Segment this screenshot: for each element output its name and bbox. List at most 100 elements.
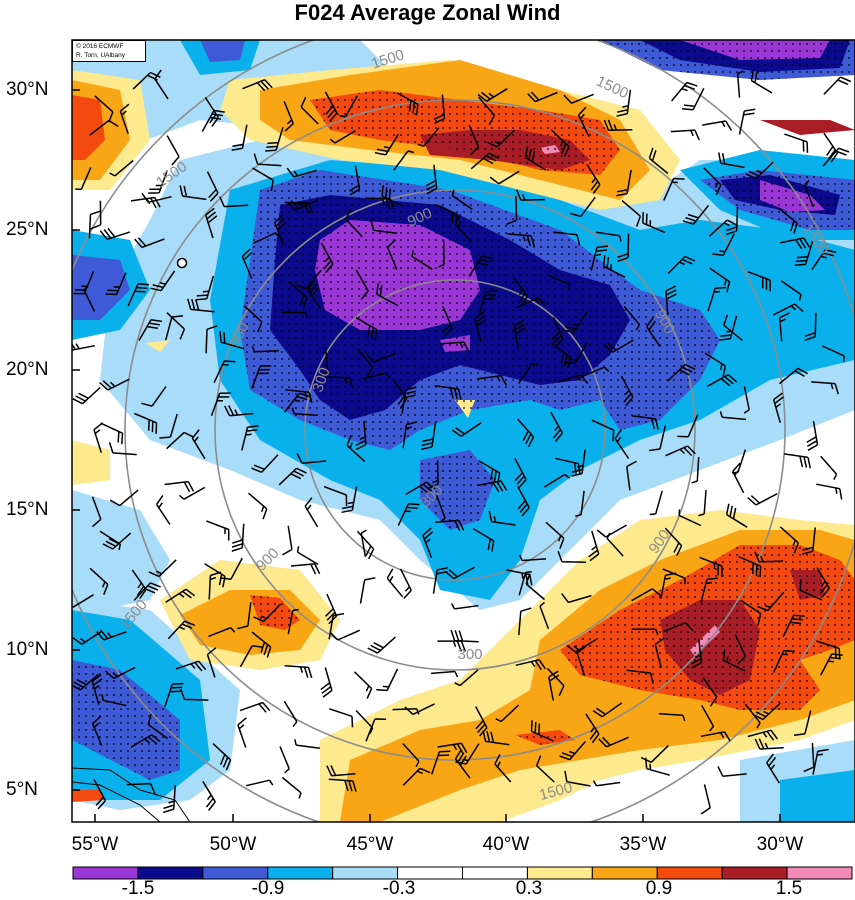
wind-barb [374,133,399,156]
wind-barb [616,89,632,117]
wind-barb [513,319,526,350]
wind-barb [166,431,195,450]
wind-barb [740,599,762,625]
wind-barb [141,192,172,204]
wind-barb [399,568,412,600]
wind-barb [700,731,731,742]
wind-barb [472,527,495,552]
wind-barb [517,486,530,517]
wind-barb [544,473,571,488]
contour-label: 300 [457,646,482,663]
wind-barb [90,200,102,230]
wind-barb [72,673,100,691]
wind-barb [719,315,738,341]
wind-barb [438,240,445,268]
wind-barb [444,566,476,580]
wind-barb [799,579,823,601]
wind-barb [823,132,839,163]
wind-barb [422,527,434,559]
wind-barb [468,124,480,156]
wind-barb [778,312,790,342]
wind-barb [166,135,180,166]
wind-barb [442,306,453,337]
wind-barb [690,638,703,669]
wind-barb [515,297,547,309]
wind-barb [747,729,779,741]
wind-barb [241,425,259,451]
wind-barb [717,152,745,169]
wind-barb [252,167,274,192]
wind-barb [702,120,733,131]
wind-barb [404,703,435,716]
wind-barb [550,129,570,157]
wind-barb [631,628,659,636]
wind-barb [603,339,634,353]
wind-barb [738,108,756,135]
wind-barb [782,614,805,638]
wind-barb [698,490,707,517]
red-region-southwest [72,790,105,802]
wind-barb [164,315,183,341]
wind-barb [73,271,95,295]
wind-barb [706,374,738,388]
wind-barb [102,532,132,550]
wind-barb [486,129,515,148]
wind-barb [206,171,219,202]
wind-barb [591,419,615,442]
wind-barb [287,608,299,635]
wind-barb [703,167,722,196]
wind-barb [803,743,815,773]
light-blue-region-southwest [72,490,170,610]
wind-barb [734,634,747,665]
wind-barb [719,411,747,421]
wind-barb [564,342,588,365]
lon-label-50w: 50°W [209,834,257,855]
wind-barb [283,700,298,727]
wind-barb [119,103,130,135]
lat-label-30n: 30°N [6,79,49,100]
credit-box: © 2016 ECMWF R. Torn, UAlbany [72,40,146,62]
wind-barb [130,734,161,748]
wind-barb [557,551,586,564]
wind-barb [437,640,467,652]
wind-barb [654,637,665,668]
wind-barb [547,274,571,291]
wind-barb [784,133,809,153]
wind-barb [219,331,245,350]
wind-barb [667,363,696,382]
wind-barb [288,281,308,309]
wind-barb [248,492,268,520]
wind-barb [588,530,600,562]
wind-barb [518,362,539,384]
wind-barb [278,467,307,486]
wind-barb [806,420,819,451]
colorbar-label-5: 0.9 [645,878,673,899]
wind-barb [662,622,694,633]
lon-label-40w: 40°W [482,834,530,855]
wind-barb [702,676,718,707]
wind-barb [623,305,641,331]
wind-barb [437,742,468,754]
wind-barb [811,249,837,271]
lat-label-15n: 15°N [6,499,49,520]
wind-barb [91,496,102,528]
wind-barb [295,269,322,290]
wind-barb [265,126,284,152]
wind-barb [323,485,348,507]
wind-barb [821,345,845,362]
wind-barb [325,376,354,389]
wind-barb [329,629,361,641]
wind-barb [617,233,630,263]
wind-barb [561,593,592,604]
wind-barb [631,415,659,430]
wind-barb [646,317,661,348]
wind-barb [642,212,666,234]
cyan-region-southeast [780,770,855,822]
wind-barb [365,352,397,363]
wind-barb [468,255,493,277]
wind-barb [477,480,508,493]
wind-barb [450,603,479,610]
wind-barb [393,150,414,171]
wind-barb [237,602,252,630]
wind-barb [245,779,274,787]
